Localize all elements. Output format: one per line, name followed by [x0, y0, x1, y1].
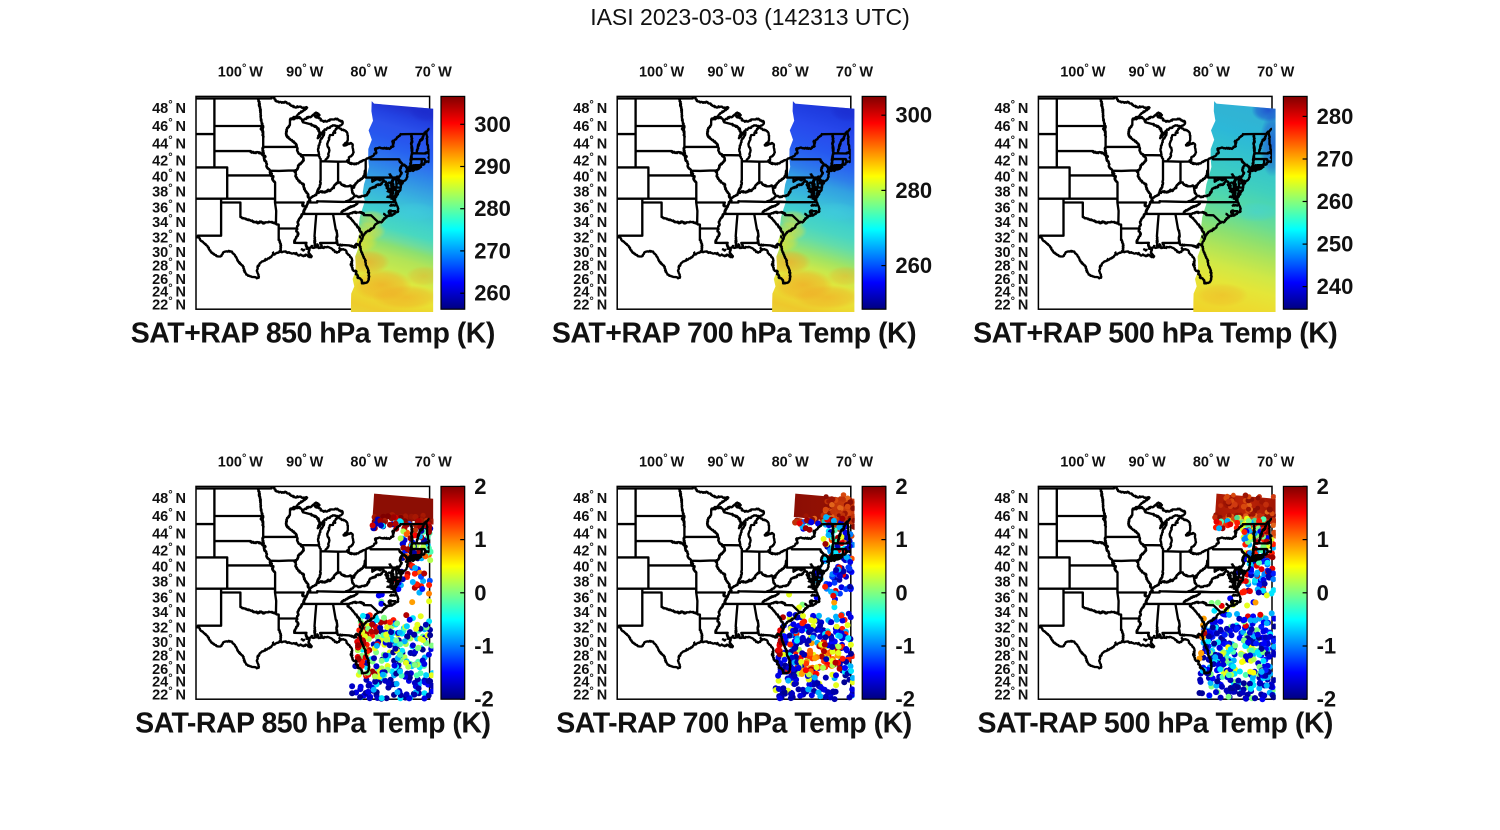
svg-text:SAT+RAP 500 hPa Temp (K): SAT+RAP 500 hPa Temp (K)	[973, 318, 1337, 350]
svg-text:300: 300	[895, 103, 932, 128]
svg-text:1: 1	[895, 527, 907, 552]
svg-text:-1: -1	[1317, 634, 1337, 659]
svg-text:IASI 2023-03-03 (142313 UTC): IASI 2023-03-03 (142313 UTC)	[590, 4, 910, 30]
svg-text:300: 300	[474, 112, 511, 137]
svg-text:260: 260	[895, 253, 932, 278]
svg-text:280: 280	[895, 178, 932, 203]
svg-text:270: 270	[1317, 147, 1354, 172]
svg-text:0: 0	[474, 580, 486, 605]
svg-text:2: 2	[474, 474, 486, 499]
svg-text:SAT-RAP 500 hPa Temp (K): SAT-RAP 500 hPa Temp (K)	[977, 708, 1332, 740]
svg-text:2: 2	[895, 474, 907, 499]
svg-text:260: 260	[1317, 189, 1354, 214]
svg-text:-1: -1	[895, 634, 915, 659]
svg-text:260: 260	[474, 281, 511, 306]
svg-text:-2: -2	[474, 687, 494, 712]
svg-text:280: 280	[1317, 104, 1354, 129]
svg-text:290: 290	[474, 154, 511, 179]
svg-text:250: 250	[1317, 232, 1354, 257]
svg-text:SAT-RAP 850 hPa Temp (K): SAT-RAP 850 hPa Temp (K)	[135, 708, 490, 740]
svg-text:240: 240	[1317, 274, 1354, 299]
svg-text:0: 0	[1317, 580, 1329, 605]
svg-text:270: 270	[474, 238, 511, 263]
svg-text:0: 0	[895, 580, 907, 605]
svg-text:1: 1	[1317, 527, 1329, 552]
svg-text:2: 2	[1317, 474, 1329, 499]
svg-text:1: 1	[474, 527, 486, 552]
svg-text:SAT-RAP 700 hPa Temp (K): SAT-RAP 700 hPa Temp (K)	[556, 708, 911, 740]
svg-text:-1: -1	[474, 634, 494, 659]
svg-text:SAT+RAP 700 hPa Temp (K): SAT+RAP 700 hPa Temp (K)	[552, 318, 916, 350]
svg-text:-2: -2	[895, 687, 915, 712]
svg-text:-2: -2	[1317, 687, 1337, 712]
svg-text:SAT+RAP 850 hPa Temp (K): SAT+RAP 850 hPa Temp (K)	[131, 318, 495, 350]
svg-text:280: 280	[474, 196, 511, 221]
